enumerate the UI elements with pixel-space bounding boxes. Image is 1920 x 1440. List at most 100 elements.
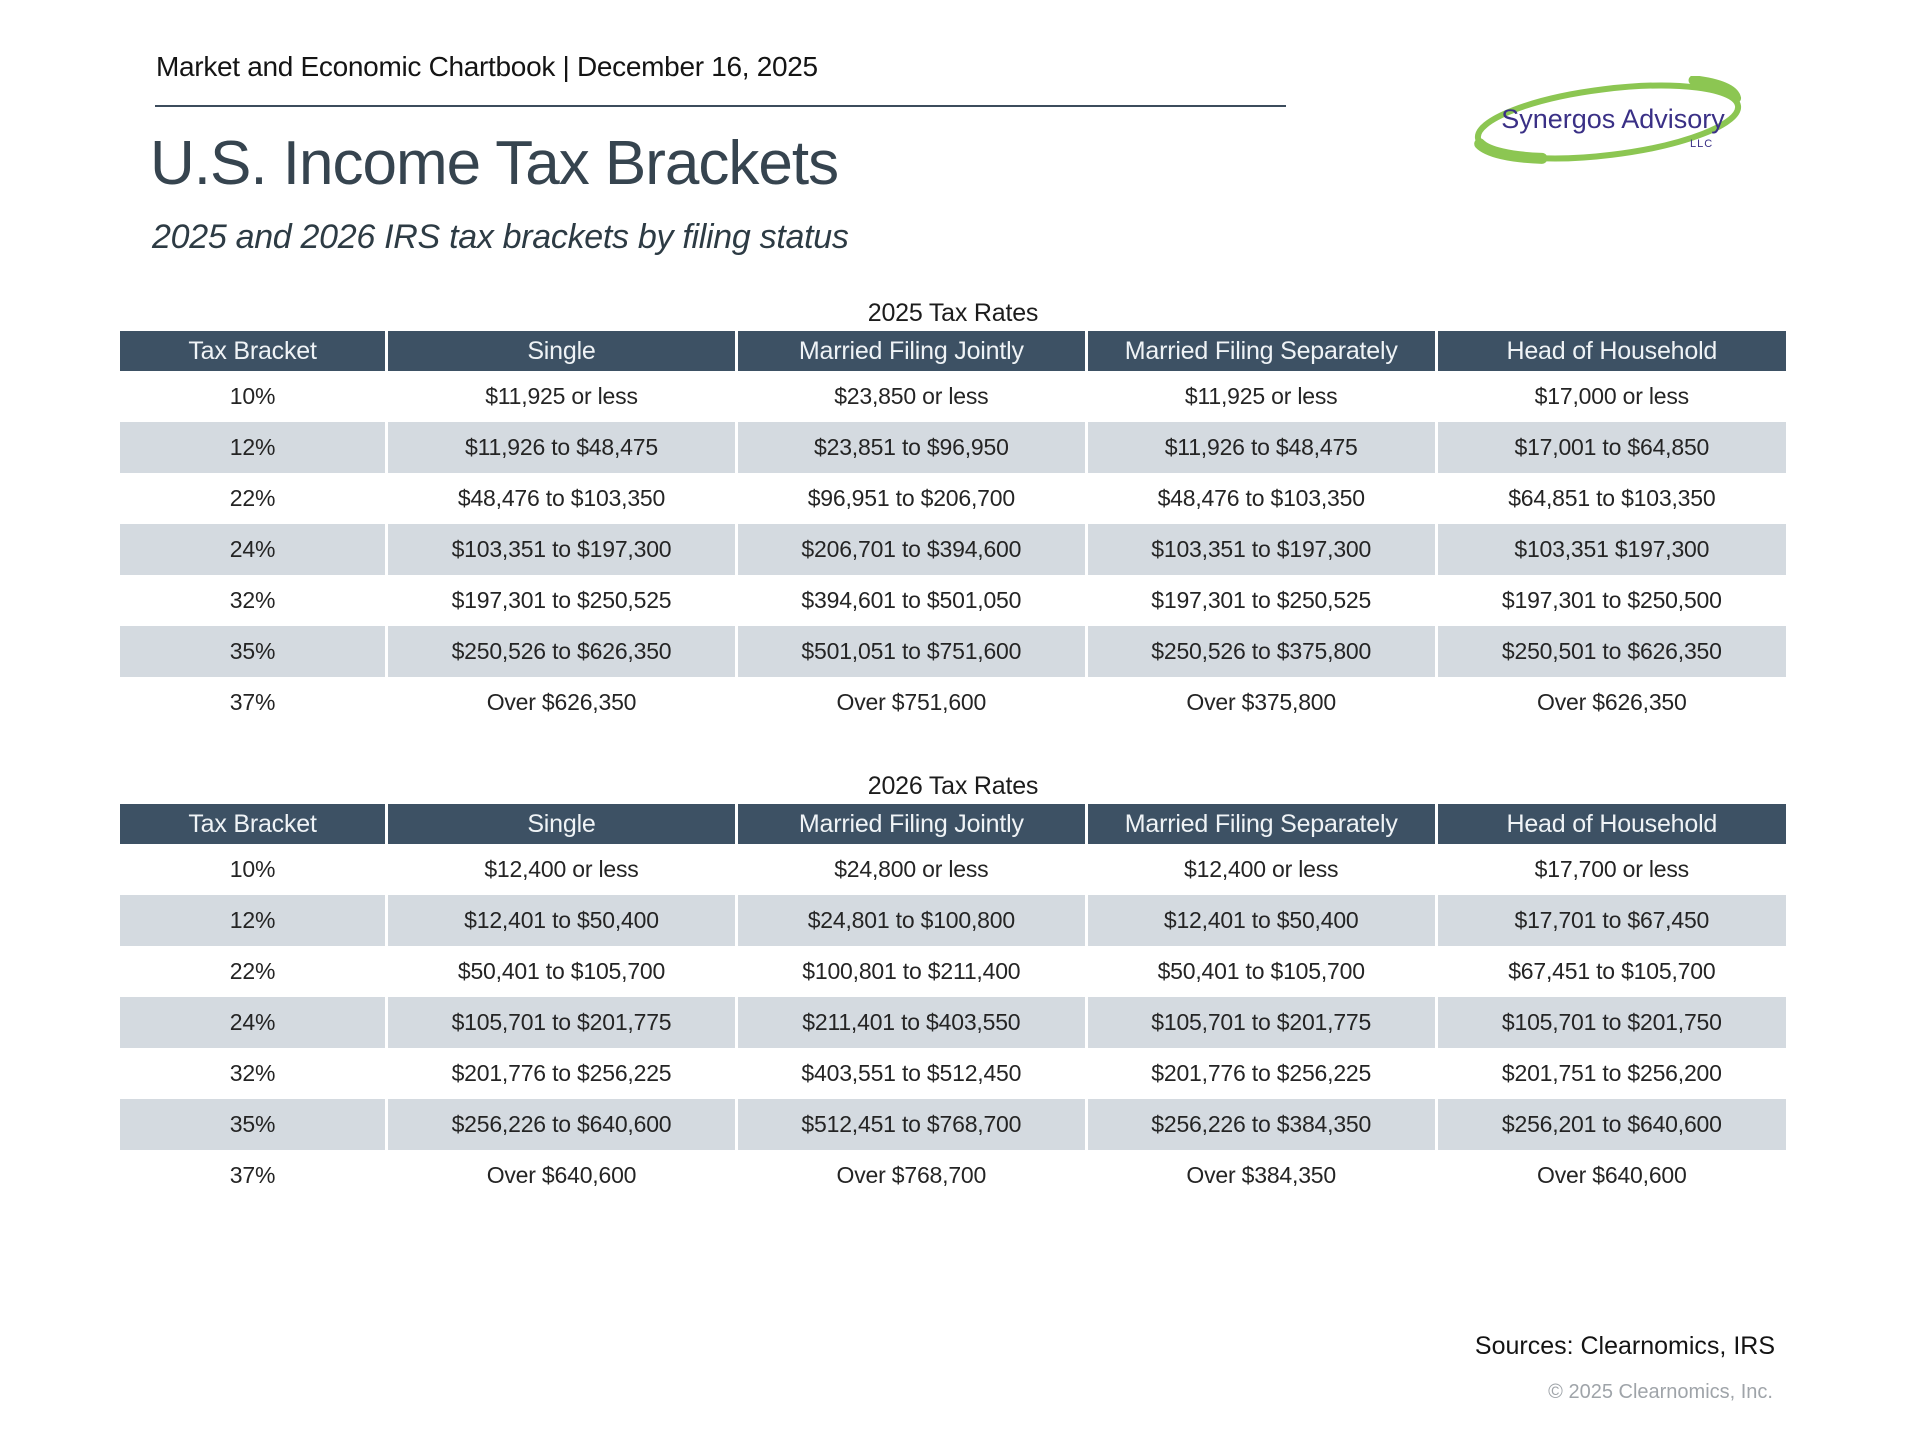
tax-bracket-cell: 35% (120, 1099, 387, 1150)
column-header: Married Filing Jointly (734, 804, 1087, 844)
table-row: 12% $12,401 to $50,400 $24,801 to $100,800… (120, 895, 1786, 946)
income-range-cell: $67,451 to $105,700 (1434, 946, 1786, 997)
tax-table-2026: Tax Bracket Single Married Filing Jointly M… (120, 804, 1786, 1201)
chartbook-header: Market and Economic Chartbook | December… (156, 51, 818, 82)
income-range-cell: $256,226 to $640,600 (385, 1099, 737, 1150)
income-range-cell: $64,851 to $103,350 (1434, 473, 1786, 524)
income-range-cell: $12,401 to $50,400 (385, 895, 737, 946)
logo-llc-suffix: LLC (1690, 138, 1714, 150)
tax-bracket-cell: 37% (120, 1150, 387, 1201)
table-row: 22% $48,476 to $103,350 $96,951 to $206,70… (120, 473, 1786, 524)
tax-bracket-cell: 12% (120, 895, 387, 946)
tax-bracket-cell: 12% (120, 422, 387, 473)
tax-bracket-cell: 35% (120, 626, 387, 677)
income-range-cell: $201,776 to $256,225 (1084, 1048, 1437, 1099)
income-range-cell: $512,451 to $768,700 (734, 1099, 1087, 1150)
tax-bracket-cell: 10% (120, 371, 387, 422)
income-range-cell: $394,601 to $501,050 (734, 575, 1087, 626)
income-range-cell: $48,476 to $103,350 (1084, 473, 1437, 524)
tax-bracket-cell: 22% (120, 946, 387, 997)
logo-swoosh-icon (1474, 76, 1742, 164)
tax-bracket-cell: 32% (120, 575, 387, 626)
income-range-cell: $197,301 to $250,525 (1084, 575, 1437, 626)
tax-bracket-cell: 24% (120, 997, 387, 1048)
income-range-cell: $11,926 to $48,475 (385, 422, 737, 473)
table-row: 24% $103,351 to $197,300 $206,701 to $394,… (120, 524, 1786, 575)
income-range-cell: $501,051 to $751,600 (734, 626, 1087, 677)
copyright-note: © 2025 Clearnomics, Inc. (1548, 1381, 1773, 1403)
income-range-cell: $12,400 or less (1084, 844, 1437, 895)
income-range-cell: $103,351 to $197,300 (385, 524, 737, 575)
table-row: 37% Over $640,600 Over $768,700 Over $384,3… (120, 1150, 1786, 1201)
income-range-cell: $11,926 to $48,475 (1084, 422, 1437, 473)
income-range-cell: $250,526 to $375,800 (1084, 626, 1437, 677)
column-header: Tax Bracket (120, 331, 387, 371)
column-header: Married Filing Jointly (734, 331, 1087, 371)
table-row: 22% $50,401 to $105,700 $100,801 to $211,4… (120, 946, 1786, 997)
tax-bracket-cell: 32% (120, 1048, 387, 1099)
income-range-cell: $105,701 to $201,775 (1084, 997, 1437, 1048)
table-row: 12% $11,926 to $48,475 $23,851 to $96,950 $… (120, 422, 1786, 473)
income-range-cell: $23,851 to $96,950 (734, 422, 1087, 473)
table-caption-2025: 2025 Tax Rates (867, 299, 1039, 327)
page-subtitle: 2025 and 2026 IRS tax brackets by filing… (152, 218, 849, 256)
income-range-cell: $48,476 to $103,350 (385, 473, 737, 524)
income-range-cell: Over $751,600 (734, 677, 1087, 728)
income-range-cell: $24,801 to $100,800 (734, 895, 1087, 946)
income-range-cell: $250,501 to $626,350 (1434, 626, 1786, 677)
income-range-cell: $103,351 to $197,300 (1084, 524, 1437, 575)
sources-note: Sources: Clearnomics, IRS (1474, 1332, 1775, 1360)
income-range-cell: $256,201 to $640,600 (1434, 1099, 1786, 1150)
table-header-row: Tax Bracket Single Married Filing Jointly M… (120, 804, 1786, 844)
income-range-cell: $103,351 $197,300 (1434, 524, 1786, 575)
income-range-cell: $12,401 to $50,400 (1084, 895, 1437, 946)
tax-bracket-cell: 10% (120, 844, 387, 895)
column-header: Single (385, 331, 737, 371)
income-range-cell: $17,000 or less (1434, 371, 1786, 422)
table-row: 32% $201,776 to $256,225 $403,551 to $512,… (120, 1048, 1786, 1099)
income-range-cell: Over $384,350 (1084, 1150, 1437, 1201)
income-range-cell: $50,401 to $105,700 (385, 946, 737, 997)
income-range-cell: Over $626,350 (385, 677, 737, 728)
table-row: 35% $250,526 to $626,350 $501,051 to $751,… (120, 626, 1786, 677)
column-header: Single (385, 804, 737, 844)
table-caption-2026: 2026 Tax Rates (867, 772, 1039, 800)
income-range-cell: $17,700 or less (1434, 844, 1786, 895)
tax-bracket-cell: 24% (120, 524, 387, 575)
tax-bracket-cell: 22% (120, 473, 387, 524)
header-rule (155, 105, 1286, 107)
income-range-cell: $201,776 to $256,225 (385, 1048, 737, 1099)
income-range-cell: $206,701 to $394,600 (734, 524, 1087, 575)
synergos-logo: Synergos Advisory LLC (1468, 76, 1788, 176)
income-range-cell: $105,701 to $201,750 (1434, 997, 1786, 1048)
income-range-cell: Over $640,600 (1434, 1150, 1786, 1201)
column-header: Head of Household (1434, 804, 1786, 844)
income-range-cell: $197,301 to $250,500 (1434, 575, 1786, 626)
column-header: Married Filing Separately (1084, 331, 1437, 371)
table-header-row: Tax Bracket Single Married Filing Jointly M… (120, 331, 1786, 371)
income-range-cell: $201,751 to $256,200 (1434, 1048, 1786, 1099)
tax-bracket-cell: 37% (120, 677, 387, 728)
table-row: 10% $11,925 or less $23,850 or less $11,925… (120, 371, 1786, 422)
income-range-cell: $100,801 to $211,400 (734, 946, 1087, 997)
income-range-cell: Over $640,600 (385, 1150, 737, 1201)
income-range-cell: $24,800 or less (734, 844, 1087, 895)
income-range-cell: $12,400 or less (385, 844, 737, 895)
income-range-cell: $197,301 to $250,525 (385, 575, 737, 626)
page-title: U.S. Income Tax Brackets (150, 129, 839, 198)
table-row: 10% $12,400 or less $24,800 or less $12,400… (120, 844, 1786, 895)
income-range-cell: $17,701 to $67,450 (1434, 895, 1786, 946)
income-range-cell: $96,951 to $206,700 (734, 473, 1087, 524)
income-range-cell: $403,551 to $512,450 (734, 1048, 1087, 1099)
income-range-cell: $105,701 to $201,775 (385, 997, 737, 1048)
table-row: 24% $105,701 to $201,775 $211,401 to $403,… (120, 997, 1786, 1048)
column-header: Married Filing Separately (1084, 804, 1437, 844)
table-row: 37% Over $626,350 Over $751,600 Over $375,8… (120, 677, 1786, 728)
tax-table-2026-section: 2026 Tax Rates Tax Bracket Single Married … (120, 769, 1786, 1201)
table-row: 32% $197,301 to $250,525 $394,601 to $501,… (120, 575, 1786, 626)
income-range-cell: $23,850 or less (734, 371, 1087, 422)
logo-company-name: Synergos Advisory (1501, 104, 1725, 134)
tax-table-2025-section: 2025 Tax Rates Tax Bracket Single Married … (120, 296, 1786, 728)
income-range-cell: $11,925 or less (1084, 371, 1437, 422)
